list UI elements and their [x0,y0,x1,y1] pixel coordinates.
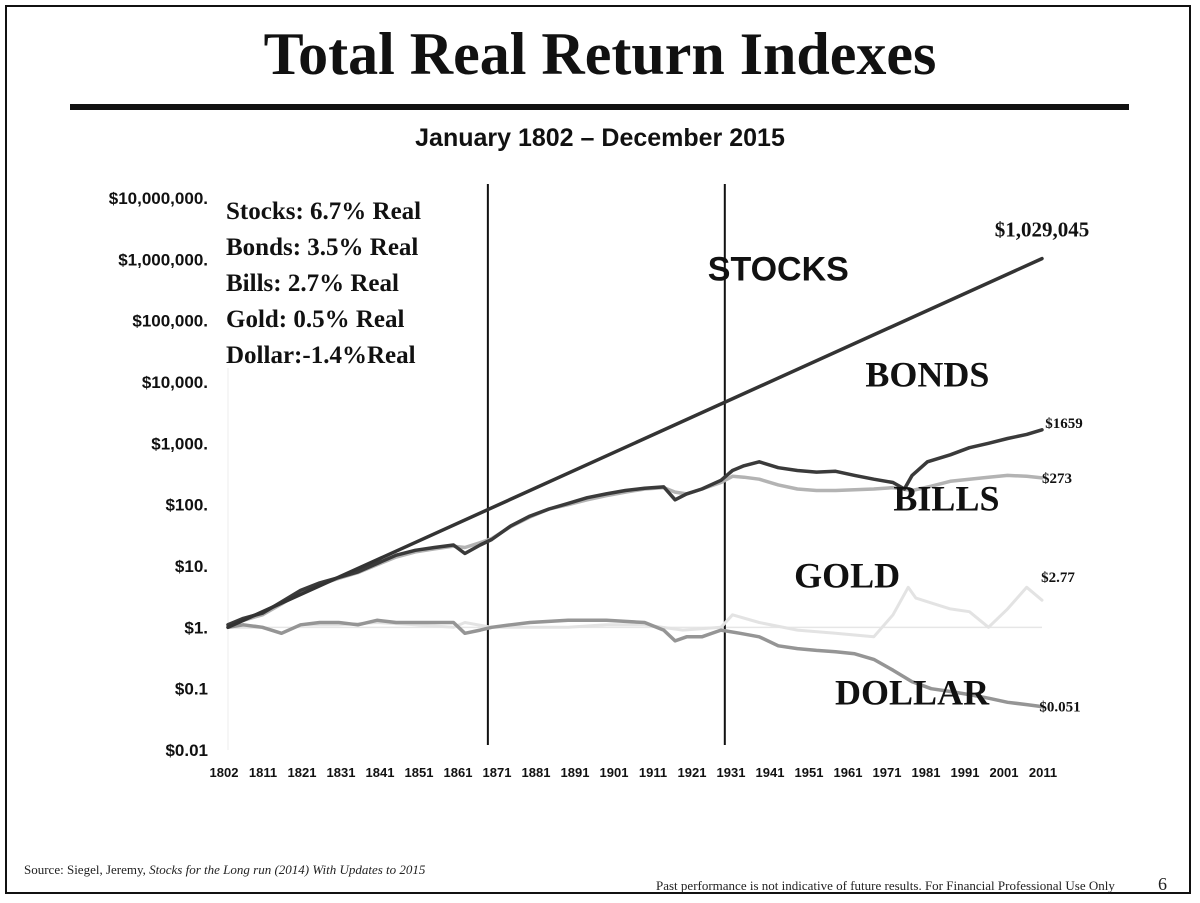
x-tick-label: 1951 [795,765,824,780]
x-tick-label: 1971 [873,765,902,780]
y-tick-label: $0.1 [175,680,208,699]
end-label-bills: $273 [1042,471,1072,487]
y-tick-label: $1. [184,618,208,637]
end-label-stocks: $1,029,045 [995,218,1090,242]
x-tick-label: 1881 [522,765,551,780]
x-tick-label: 1802 [210,765,239,780]
x-tick-label: 1961 [834,765,863,780]
series-annotation-gold: GOLD [794,555,900,595]
x-tick-label: 1921 [678,765,707,780]
series-line-gold [226,585,1044,639]
y-tick-label: $10,000. [142,373,208,392]
x-tick-label: 1841 [366,765,395,780]
x-tick-label: 1941 [756,765,785,780]
legend-entry: Bonds: 3.5% Real [226,234,418,261]
end-label-gold: $2.77 [1041,570,1075,586]
legend-entry: Dollar:-1.4%Real [226,342,416,369]
source-prefix: Source: Siegel, Jeremy, [24,862,150,877]
end-label-bonds: $1659 [1045,416,1083,432]
x-tick-label: 1931 [717,765,746,780]
series-annotation-bills: BILLS [893,479,999,519]
series-annotation-bonds: BONDS [865,354,989,394]
series-line-bonds [226,428,1044,627]
y-tick-label: $1,000,000. [118,250,208,269]
disclaimer-text: Past performance is not indicative of fu… [656,878,1115,893]
x-tick-label: 1901 [600,765,629,780]
page-number: 6 [1158,874,1167,894]
title-rule [70,104,1129,110]
x-tick-label: 1861 [444,765,473,780]
chart-subtitle: January 1802 – December 2015 [415,124,785,152]
legend-entry: Stocks: 6.7% Real [226,198,421,225]
y-tick-label: $0.01 [165,741,208,760]
x-tick-label: 1811 [249,765,277,780]
x-tick-label: 1911 [639,765,667,780]
legend-entry: Gold: 0.5% Real [226,306,405,333]
series-line-dollar [226,618,1044,709]
x-tick-label: 2001 [990,765,1019,780]
x-tick-label: 1871 [483,765,512,780]
source-book-title: Stocks for the Long run (2014) With Upda… [149,862,426,877]
x-tick-label: 1821 [288,765,317,780]
y-tick-label: $1,000. [151,434,208,453]
series-annotation-dollar: DOLLAR [835,673,990,713]
x-tick-label: 1891 [561,765,590,780]
series-annotation-stocks: STOCKS [708,251,849,289]
y-tick-label: $10. [175,557,208,576]
x-tick-label: 1851 [405,765,434,780]
legend-entry: Bills: 2.7% Real [226,270,399,297]
page-title: Total Real Return Indexes [263,21,937,87]
y-tick-label: $10,000,000. [109,189,208,208]
series-line-stocks [226,256,1044,630]
x-tick-label: 1981 [912,765,941,780]
slide-frame [5,5,1191,894]
source-note: Source: Siegel, Jeremy, Stocks for the L… [24,862,425,878]
end-label-dollar: $0.051 [1039,700,1080,716]
y-tick-label: $100,000. [132,312,208,331]
x-tick-label: 2011 [1029,765,1057,780]
x-tick-label: 1991 [951,765,980,780]
y-tick-label: $100. [165,496,208,515]
x-tick-label: 1831 [327,765,356,780]
